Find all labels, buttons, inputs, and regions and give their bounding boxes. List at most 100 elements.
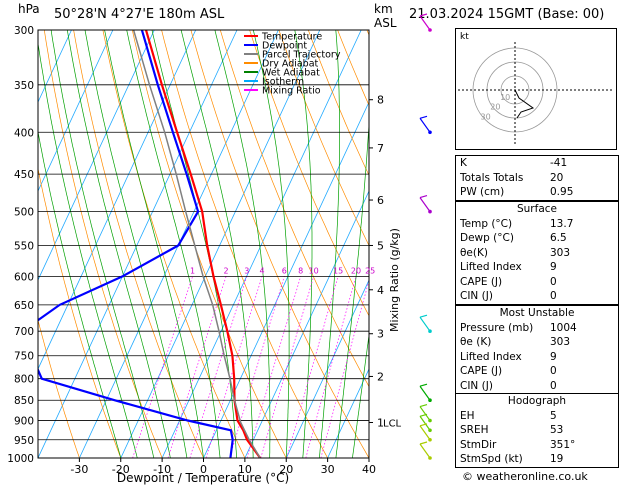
surface-row: Lifted Index 9 [456,260,618,275]
legend-label: Dry Adiabat [262,59,319,70]
pressure-tick-label: 650 [14,300,34,312]
surface-label: Temp (°C) [460,217,513,230]
hodograph-ring-label: 20 [490,103,500,112]
index-value: 20 [550,171,564,184]
height-tick-label: 8 [377,94,384,107]
surface-value: 303 [550,246,571,259]
wet-adiabat [352,332,369,458]
most-unstable-value: 0 [550,379,557,392]
legend-label: Isotherm [262,77,304,88]
mixing-ratio-line [246,276,302,458]
most-unstable-value: 0 [550,365,557,377]
surface-label: Lifted Index [460,261,522,273]
wind-barb [419,316,431,332]
surface-value: 0 [550,290,557,302]
hodograph-trace [514,89,535,119]
mixing-ratio-line [260,276,315,458]
temp-tick-label: 0 [200,463,207,476]
isotherm [161,30,362,458]
dry-adiabat [426,30,455,458]
wet-adiabat [38,129,122,458]
surface-value: 0 [550,275,557,288]
temp-tick-label: -20 [112,463,130,476]
mixing-ratio-line [305,276,357,458]
surface-value: 9 [550,261,557,273]
wind-barb-flag [419,383,428,387]
surface-label: CIN (J) [460,290,493,302]
wind-barb-dot [428,418,432,423]
dry-adiabat [307,30,369,177]
temp-tick-label: 10 [238,463,252,476]
mixing-ratio-label: 15 [333,266,343,275]
mixing-ratio-labels: 1 2 3 4 6 8 10 15 20 25 [190,266,375,275]
hodograph-ring-label: 30 [481,112,491,121]
pressure-tick-label: 600 [14,271,34,283]
profile-series [38,30,262,458]
surface-value: 6.5 [550,232,567,244]
height-unit-asl: ASL [374,16,397,30]
wind-barb [419,406,431,421]
datetime-title: 21.03.2024 15GMT (Base: 00) [409,7,605,22]
height-unit-km: km [374,2,393,16]
wind-barb [419,415,431,431]
wind-barb-dot [428,456,432,460]
isotherm [38,30,72,103]
index-label: K [460,157,467,169]
mixing-ratio-line [167,276,227,458]
mixing-ratio-line [132,276,193,458]
most-unstable-row: Lifted Index 9 [456,350,618,365]
legend-label: Mixing Ratio [262,86,321,97]
temp-tick-label: 30 [321,463,335,476]
pressure-tick-label: 900 [14,416,34,428]
pressure-axis: 300 350 400 450 500 550 600 650 700 750 800 850 900 9… [7,25,34,465]
surface-row: θe(K) 303 [456,246,618,261]
wind-barb-dot [428,437,432,442]
mixing-ratio-label: 20 [351,266,361,275]
surface-row: CAPE (J) 0 [456,275,618,290]
wind-barb-dot [428,209,432,214]
pressure-tick-label: 550 [14,240,34,252]
most-unstable-title: Most Unstable [499,307,575,319]
hodograph-table-label: SREH [460,424,489,436]
mixing-ratio-label: 3 [244,266,249,275]
mixing-ratio-line [229,276,285,458]
x-axis-title: Dewpoint / Temperature (°C) [117,471,289,485]
wind-barb [419,117,431,133]
wind-barb-flag [419,423,428,427]
mixing-ratio-label: 10 [309,266,319,275]
pressure-tick-label: 750 [14,351,34,363]
wind-barb-dot [428,28,432,32]
index-row: PW (cm) 0.95 [456,185,618,200]
mixing-ratio-label: 4 [259,266,264,275]
pressure-tick-label: 300 [14,25,34,37]
mixing-ratio-label: 2 [224,266,229,275]
skewt-chart: 3003504004505005506006507007508008509009… [7,13,455,485]
pressure-unit-label: hPa [18,2,40,16]
pressure-tick-label: 350 [14,80,34,92]
wind-barb [419,385,431,401]
most-unstable-label: θe (K) [460,336,492,348]
mixing-ratio-line [189,276,248,458]
most-unstable-row: θe (K) 303 [456,335,618,350]
temp-tick-label: -10 [153,463,171,476]
wind-barb-dot [428,130,432,135]
mixing-ratio-line [286,276,339,458]
height-tick-label: 6 [377,194,384,207]
hodograph-table-label: StmDir [460,438,497,451]
pressure-tick-label: 400 [14,127,34,139]
most-unstable-row: Pressure (mb) 1004 [456,321,618,336]
wind-barb-flag [419,115,428,119]
surface-label: CAPE (J) [460,275,503,288]
surface-row: CIN (J) 0 [456,289,618,304]
legend-label: Parcel Trajectory [262,50,341,61]
hodograph-unit-label: kt [460,32,469,42]
isotherm-lines [38,30,369,458]
most-unstable-value: 1004 [550,321,577,334]
surface-label: θe(K) [460,246,488,259]
hodograph-table-row: StmDir 351° [456,438,618,453]
surface-row: Temp (°C) 13.7 [456,217,618,232]
wind-barb-flag [419,195,428,199]
most-unstable-label: Lifted Index [460,350,522,363]
index-row: K -41 [456,156,618,171]
